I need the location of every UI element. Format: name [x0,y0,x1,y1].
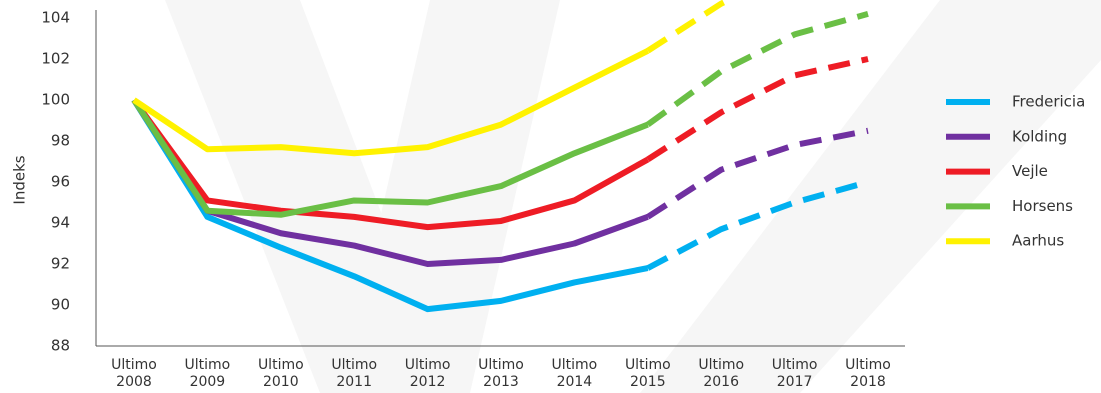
legend-label: Kolding [1012,127,1067,145]
x-tick-label: Ultimo 2015 [624,357,671,390]
y-tick-label: 92 [51,255,70,273]
x-tick-label: Ultimo 2016 [698,357,745,390]
legend-label: Horsens [1012,197,1073,215]
x-tick-label: Ultimo 2012 [404,357,451,390]
forecast-line [646,56,869,162]
forecast-line [646,127,869,220]
series-line [132,48,650,157]
x-tick-label: Ultimo 2009 [184,357,231,390]
series-line [131,98,649,218]
y-tick-label: 90 [51,296,70,314]
forecast-line [646,11,869,128]
y-axis-title: Indeks [11,155,29,204]
y-tick-label: 88 [51,337,70,355]
series-line [131,98,649,267]
x-tick-label: Ultimo 2010 [257,357,304,390]
y-tick-label: 94 [51,214,70,232]
y-tick-label: 98 [51,132,70,150]
x-tick-label: Ultimo 2013 [478,357,524,390]
y-tick-label: 100 [41,91,70,109]
y-tick-label: 102 [41,50,70,68]
forecast-line [646,179,869,271]
x-tick-label: Ultimo 2014 [551,357,598,390]
x-tick-label: Ultimo 2008 [111,357,157,390]
forecast-line [646,0,736,54]
x-tick-label: Ultimo 2011 [331,357,378,390]
x-tick-label: Ultimo 2017 [771,357,818,390]
series-line [131,98,650,231]
legend-label: Fredericia [1012,93,1085,111]
series-line [131,98,649,313]
y-tick-label: 96 [51,173,70,191]
legend-label: Vejle [1012,162,1048,180]
y-tick-label: 104 [41,9,70,27]
legend-label: Aarhus [1012,232,1064,250]
x-tick-label: Ultimo 2018 [845,357,891,390]
